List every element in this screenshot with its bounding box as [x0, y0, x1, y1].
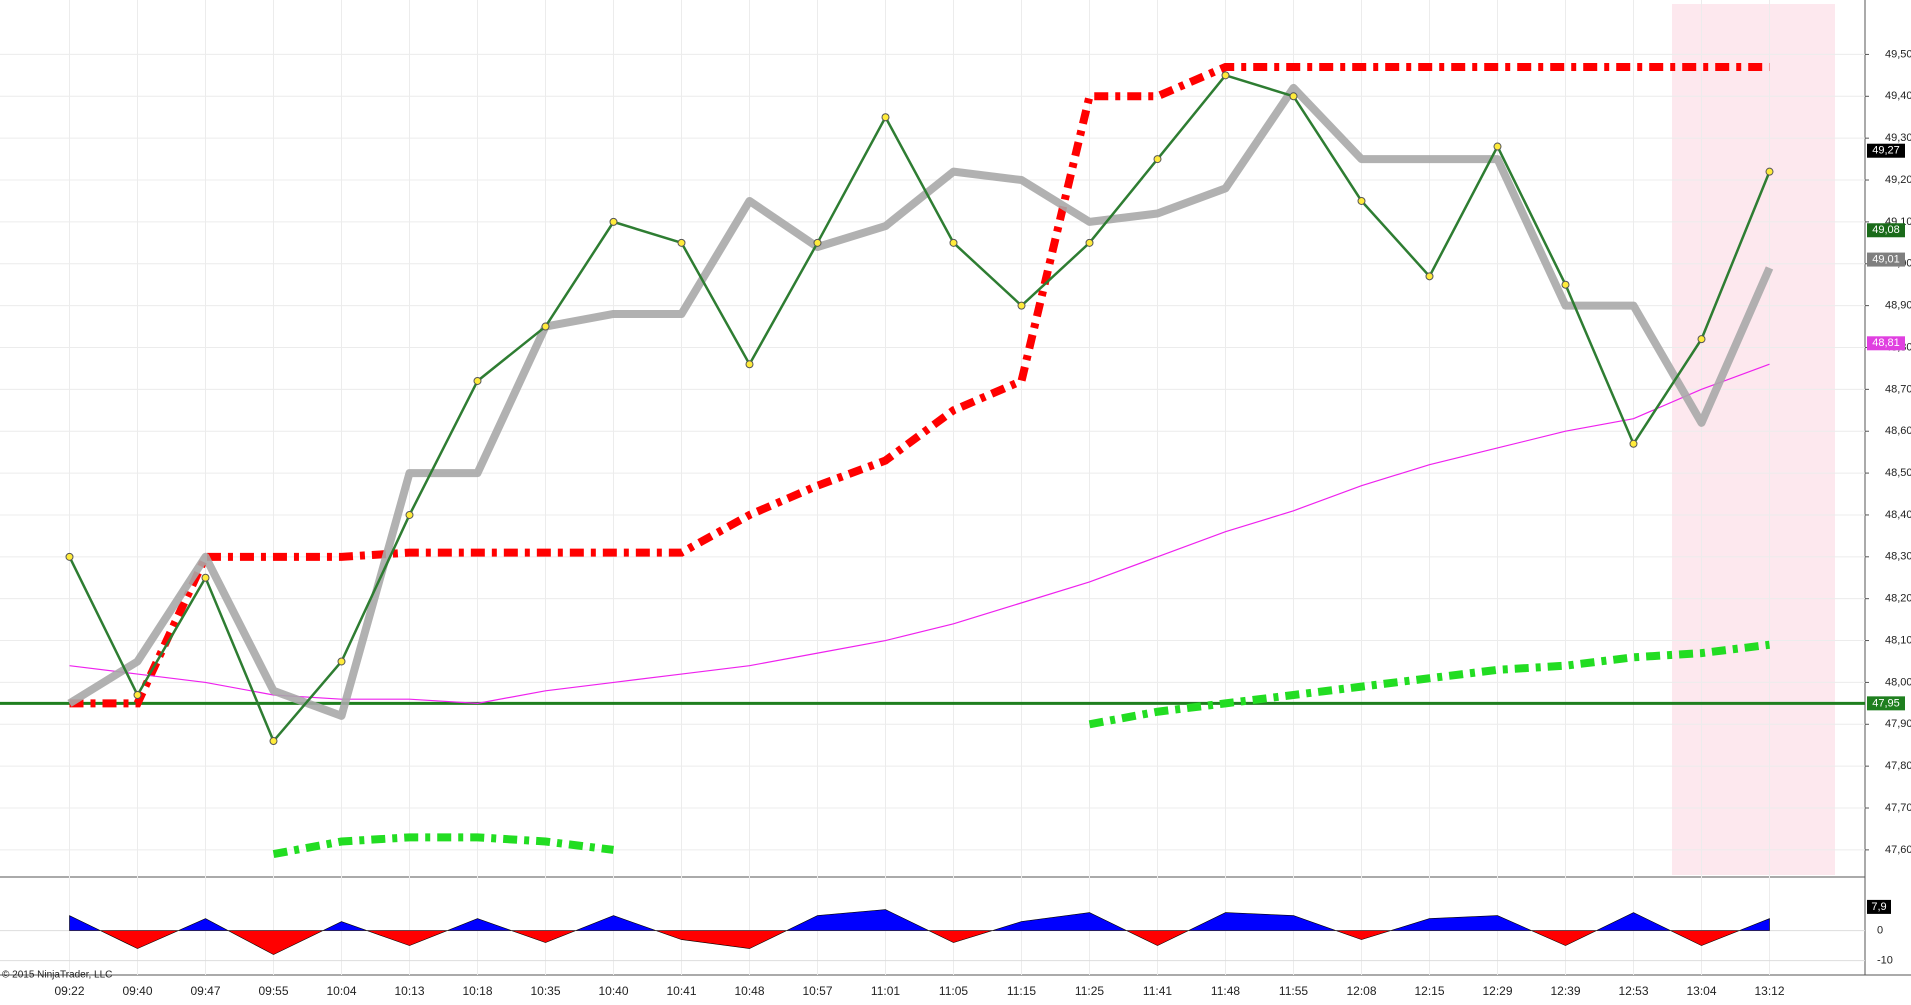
price-point	[541, 322, 550, 331]
osc-area-negative	[69, 930, 1770, 955]
price-point	[1697, 335, 1706, 344]
x-tick-label: 09:40	[122, 984, 152, 998]
price-point	[609, 217, 618, 226]
x-tick-label: 13:04	[1686, 984, 1716, 998]
price-marker	[1867, 143, 1905, 158]
price-point	[1425, 272, 1434, 281]
price-point	[881, 113, 890, 122]
series-line	[69, 363, 1770, 704]
osc-tick-label: -10	[1877, 955, 1893, 967]
x-tick-label: 12:53	[1618, 984, 1648, 998]
price-point	[201, 573, 210, 582]
y-tick-label: 47,90	[1885, 718, 1911, 730]
price-point	[1357, 196, 1366, 205]
x-tick-label: 12:39	[1550, 984, 1580, 998]
y-tick-label: 48,30	[1885, 551, 1911, 563]
x-tick-label: 11:25	[1075, 984, 1104, 998]
x-tick-label: 11:05	[939, 984, 968, 998]
x-tick-label: 09:55	[258, 984, 288, 998]
y-tick-label: 48,10	[1885, 634, 1911, 646]
price-point	[745, 360, 754, 369]
price-marker	[1867, 223, 1905, 238]
y-tick-label: 48,50	[1885, 467, 1911, 479]
x-tick-label: 10:35	[530, 984, 560, 998]
y-tick-label: 48,70	[1885, 383, 1911, 395]
x-tick-label: 11:48	[1211, 984, 1240, 998]
y-tick-label: 48,90	[1885, 300, 1911, 312]
x-tick-label: 11:41	[1143, 984, 1172, 998]
price-point	[1221, 71, 1230, 80]
osc-marker	[1867, 899, 1891, 914]
x-tick-label: 10:40	[598, 984, 628, 998]
price-marker	[1867, 252, 1905, 267]
price-point	[1085, 238, 1094, 247]
x-tick-label: 09:47	[190, 984, 220, 998]
y-tick-label: 48,60	[1885, 425, 1911, 437]
y-tick-label: 47,80	[1885, 760, 1911, 772]
x-tick-label: 12:08	[1346, 984, 1376, 998]
y-tick-label: 49,50	[1885, 48, 1911, 60]
price-marker-label: 49,27	[1872, 145, 1900, 157]
x-tick-label: 11:55	[1279, 984, 1308, 998]
y-tick-label: 48,20	[1885, 593, 1911, 605]
price-point	[677, 238, 686, 247]
series-line	[68, 73, 1771, 744]
x-tick-label: 12:29	[1482, 984, 1512, 998]
price-point	[1493, 142, 1502, 151]
price-point	[1153, 155, 1162, 164]
price-point	[1765, 167, 1774, 176]
price-marker-label: 48,81	[1872, 337, 1900, 349]
footer: © 2015 NinjaTrader, LLC	[2, 970, 112, 981]
price-marker-label: 49,08	[1872, 224, 1900, 236]
x-tick-label: 10:48	[734, 984, 764, 998]
x-tick-label: 11:01	[871, 984, 900, 998]
y-tick-label: 49,40	[1885, 90, 1911, 102]
series-line	[69, 62, 1770, 708]
y-tick-label: 49,20	[1885, 174, 1911, 186]
price-point	[337, 657, 346, 666]
price-point	[473, 376, 482, 385]
session-shade	[1672, 4, 1835, 875]
price-point	[133, 690, 142, 699]
price-marker	[1867, 336, 1905, 351]
x-tick-label: 10:04	[326, 984, 356, 998]
price-point	[65, 552, 74, 561]
series-line	[67, 83, 1774, 720]
x-tick-label: 10:18	[462, 984, 492, 998]
y-tick-label: 47,70	[1885, 802, 1911, 814]
y-tick-label: 48,00	[1885, 676, 1911, 688]
price-point	[1289, 92, 1298, 101]
price-marker	[1867, 696, 1905, 711]
x-tick-label: 11:15	[1007, 984, 1036, 998]
osc-area-positive	[69, 909, 1770, 931]
price-point	[405, 510, 414, 519]
osc-tick-label: 0	[1877, 925, 1883, 937]
x-tick-label: 10:13	[394, 984, 424, 998]
price-point	[1017, 301, 1026, 310]
x-tick-label: 13:12	[1754, 984, 1784, 998]
x-tick-label: 10:57	[802, 984, 832, 998]
y-tick-label: 48,40	[1885, 509, 1911, 521]
y-tick-label: 47,60	[1885, 844, 1911, 856]
x-tick-label: 12:15	[1414, 984, 1444, 998]
series-line	[272, 640, 1770, 859]
x-tick-label: 10:41	[666, 984, 696, 998]
price-point	[1561, 280, 1570, 289]
price-point	[269, 737, 278, 746]
price-point	[949, 238, 958, 247]
price-marker-label: 47,95	[1872, 697, 1900, 709]
price-point	[813, 238, 822, 247]
osc-marker-label: 7,9	[1871, 901, 1886, 913]
y-tick-label: 49,30	[1885, 132, 1911, 144]
price-marker-label: 49,01	[1872, 253, 1900, 265]
x-tick-label: 09:22	[54, 984, 84, 998]
price-point	[1629, 439, 1638, 448]
